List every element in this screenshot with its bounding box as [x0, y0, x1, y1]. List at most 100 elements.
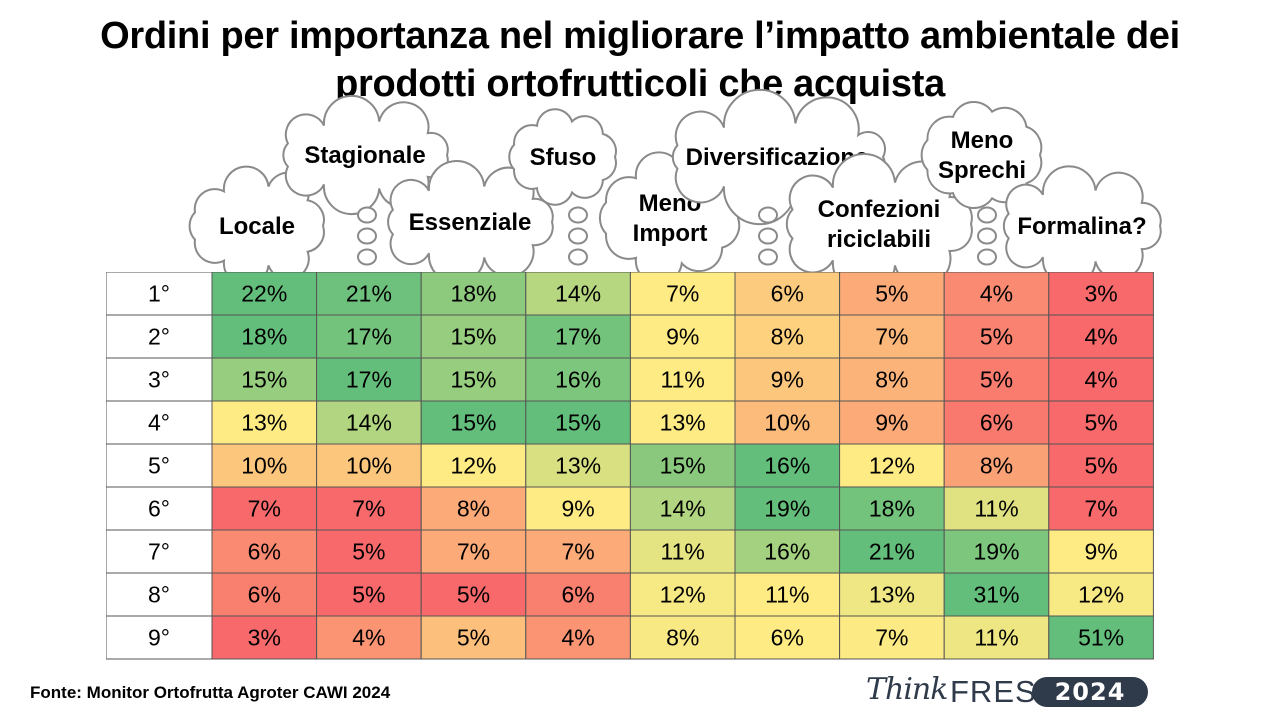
- cell-value-label: 51%: [1078, 625, 1124, 651]
- heatmap-cell: [211, 615, 318, 660]
- row-label: 9°: [148, 625, 170, 651]
- cell-value-label: 19%: [973, 539, 1019, 565]
- column-header-label: Confezioni: [818, 196, 941, 223]
- cell-value-label: 13%: [660, 410, 706, 436]
- heatmap-cell: [734, 443, 841, 488]
- cell-value-label: 7%: [457, 539, 490, 565]
- logo-think: Think: [866, 672, 948, 707]
- cell-value-label: 9%: [771, 367, 804, 393]
- cell-value-label: 10%: [241, 453, 287, 479]
- heatmap-cell: [734, 529, 841, 574]
- heatmap-cell: [316, 615, 422, 660]
- cell-value-label: 6%: [980, 410, 1013, 436]
- heatmap-cell: [734, 572, 841, 617]
- heatmap-cell: [629, 443, 736, 488]
- heatmap-cell: [839, 572, 945, 617]
- heatmap-cell: [211, 486, 318, 531]
- heatmap-cell: [420, 357, 527, 402]
- source-note: Fonte: Monitor Ortofrutta Agroter CAWI 2…: [30, 683, 391, 702]
- cell-value-label: 17%: [346, 324, 392, 350]
- cell-value-label: 16%: [764, 539, 810, 565]
- cell-value-label: 12%: [450, 453, 496, 479]
- heatmap-cell: [1048, 572, 1154, 617]
- thought-bubble-dot: [977, 248, 997, 266]
- heatmap-cell: [943, 615, 1050, 660]
- cell-value-label: 31%: [973, 582, 1019, 608]
- cell-value-label: 12%: [869, 453, 915, 479]
- cell-value-label: 5%: [1084, 453, 1117, 479]
- heatmap-cell: [734, 615, 841, 660]
- heatmap-cell: [839, 529, 945, 574]
- column-header-label: Essenziale: [409, 209, 532, 236]
- heatmap-cell: [1048, 615, 1154, 660]
- row-label: 1°: [148, 281, 170, 307]
- heatmap-cell: [211, 529, 318, 574]
- logo-year-badge: 2024: [1032, 677, 1148, 707]
- heatmap-cell: [839, 443, 945, 488]
- heatmap-cell: [525, 486, 631, 531]
- cell-value-label: 11%: [661, 367, 705, 393]
- row-label: 7°: [148, 539, 170, 565]
- cell-value-label: 3%: [248, 625, 281, 651]
- cell-value-label: 11%: [974, 496, 1018, 522]
- cell-value-label: 12%: [1078, 582, 1124, 608]
- page-title: Ordini per importanza nel migliorare l’i…: [0, 12, 1280, 108]
- cell-value-label: 14%: [346, 410, 392, 436]
- column-header-label: Formalina?: [1017, 213, 1146, 240]
- cell-value-label: 17%: [555, 324, 601, 350]
- heatmap-cell: [525, 529, 631, 574]
- heatmap-table: 1° 22% 21% 18% 14% 7% 6% 5% 4% 3% 2° 18% 17% 15% 17% 9%…: [106, 272, 1154, 660]
- heatmap-cell: [1048, 486, 1154, 531]
- heatmap-cell: [839, 615, 945, 660]
- cell-value-label: 8%: [980, 453, 1013, 479]
- heatmap-cell: [420, 615, 527, 660]
- cell-value-label: 7%: [875, 625, 908, 651]
- cell-value-label: 5%: [980, 324, 1013, 350]
- cell-value-label: 15%: [555, 410, 601, 436]
- heatmap-cell: [525, 272, 631, 316]
- thought-bubble-dot: [758, 248, 778, 266]
- column-header-label: riciclabili: [827, 226, 931, 253]
- cell-value-label: 5%: [352, 539, 385, 565]
- cell-value-label: 9%: [875, 410, 908, 436]
- heatmap-cell: [629, 272, 736, 316]
- cell-value-label: 18%: [869, 496, 915, 522]
- heatmap-cell: [1048, 529, 1154, 574]
- cell-value-label: 11%: [661, 539, 705, 565]
- thinkfresh-logo: Think FRESH 2024: [862, 668, 1162, 716]
- cell-value-label: 5%: [352, 582, 385, 608]
- heatmap-cell: [629, 615, 736, 660]
- row-label: 8°: [148, 582, 170, 608]
- row-label-cell: [106, 314, 213, 359]
- cell-value-label: 10%: [764, 410, 810, 436]
- cell-value-label: 13%: [241, 410, 287, 436]
- thought-bubble-dot: [357, 248, 377, 266]
- cell-value-label: 15%: [660, 453, 706, 479]
- heatmap-cell: [943, 272, 1050, 316]
- column-header-label: Sfuso: [530, 144, 597, 171]
- heatmap-cell: [316, 443, 422, 488]
- cell-value-label: 4%: [561, 625, 594, 651]
- row-label-cell: [106, 615, 213, 660]
- cell-value-label: 5%: [457, 582, 490, 608]
- column-header-label: Stagionale: [304, 142, 425, 169]
- row-label: 2°: [148, 324, 170, 350]
- heatmap-cell: [211, 572, 318, 617]
- heatmap-cell: [943, 529, 1050, 574]
- cell-value-label: 7%: [561, 539, 594, 565]
- thought-cloud: [508, 108, 617, 206]
- heatmap-cell: [316, 272, 422, 316]
- cell-value-label: 11%: [765, 582, 809, 608]
- cell-value-label: 8%: [771, 324, 804, 350]
- heatmap-cell: [734, 314, 841, 359]
- cell-value-label: 9%: [561, 496, 594, 522]
- cell-value-label: 13%: [869, 582, 915, 608]
- cell-value-label: 21%: [346, 281, 392, 307]
- cell-value-label: 4%: [1084, 367, 1117, 393]
- cell-value-label: 6%: [248, 539, 281, 565]
- heatmap-cell: [943, 443, 1050, 488]
- cell-value-label: 7%: [352, 496, 385, 522]
- cell-value-label: 4%: [980, 281, 1013, 307]
- heatmap-cell: [525, 314, 631, 359]
- cell-value-label: 10%: [346, 453, 392, 479]
